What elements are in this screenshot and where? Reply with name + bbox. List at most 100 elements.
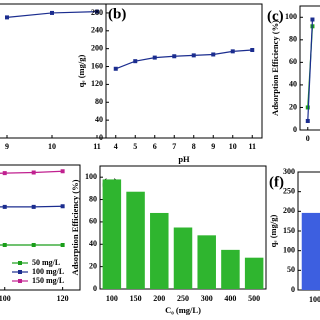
bar xyxy=(244,257,264,289)
y-tick-label: 200 xyxy=(283,206,295,215)
legend-marker xyxy=(18,270,22,274)
y-tick-label: 0 xyxy=(291,285,295,294)
x-tick-label: 4 xyxy=(114,142,118,151)
point xyxy=(113,66,118,71)
legend-label: 150 mg/L xyxy=(32,276,64,285)
bar xyxy=(197,235,216,289)
point xyxy=(191,53,196,58)
x-axis-label: C₀ (mg/L) xyxy=(165,305,201,315)
point xyxy=(50,10,54,15)
x-tick-label: 11 xyxy=(248,142,256,151)
x-tick-label: 100 xyxy=(0,294,11,303)
x-tick-label: 8 xyxy=(192,142,196,151)
x-tick-label: 200 xyxy=(153,294,165,303)
point xyxy=(5,15,9,20)
x-tick-label: 9 xyxy=(5,142,9,151)
y-tick-label: 50 xyxy=(287,265,295,274)
axes-frame xyxy=(0,3,107,139)
point xyxy=(305,118,310,123)
y-axis-label: Adsorption Efficiency (%) xyxy=(70,179,80,275)
series-line xyxy=(0,170,63,174)
y-tick-label: 80 xyxy=(89,194,97,203)
y-tick-label: 100 xyxy=(283,245,295,254)
y-tick-label: 60 xyxy=(89,217,97,226)
x-tick-label: 5 xyxy=(133,142,137,151)
bar xyxy=(173,227,193,289)
x-tick-label: 0 xyxy=(306,134,310,143)
x-axis-label: pH xyxy=(178,154,190,164)
y-tick-label: 300 xyxy=(283,167,295,176)
x-tick-label: 100 xyxy=(106,294,118,303)
y-tick-label: 150 xyxy=(283,226,295,235)
x-tick-label: 300 xyxy=(201,294,213,303)
y-tick-label: 80 xyxy=(95,97,103,106)
axes-frame xyxy=(105,3,263,139)
y-tick-label: 60 xyxy=(289,57,297,66)
x-tick-label: 9 xyxy=(211,142,215,151)
legend-label: 50 mg/L xyxy=(32,258,60,267)
x-tick-label: 7 xyxy=(172,142,176,151)
x-tick-label: 150 xyxy=(130,294,142,303)
y-tick-label: 100 xyxy=(285,12,297,21)
series-line xyxy=(115,49,253,70)
bar xyxy=(221,249,240,289)
point xyxy=(230,49,235,54)
y-tick-label: 240 xyxy=(91,26,103,35)
x-tick-label: 250 xyxy=(177,294,189,303)
y-tick-label: 40 xyxy=(95,115,103,124)
y-axis-label: qₑ (mg/g) xyxy=(268,215,278,248)
y-tick-label: 250 xyxy=(283,186,295,195)
y-tick-label: 20 xyxy=(89,261,97,270)
point xyxy=(95,9,99,14)
point xyxy=(2,243,7,247)
y-tick-label: 280 xyxy=(91,8,103,17)
point xyxy=(133,59,138,64)
y-axis-label: Adsorption Efficiency (%) xyxy=(270,20,280,116)
x-tick-label: 10 xyxy=(229,142,237,151)
panel-label: (f) xyxy=(269,174,284,190)
y-tick-label: 40 xyxy=(289,80,297,89)
point xyxy=(310,17,315,22)
x-tick-label: 400 xyxy=(224,294,236,303)
y-axis-label: qₑ (mg/g) xyxy=(76,55,86,88)
y-tick-label: 0 xyxy=(293,125,297,134)
x-tick-label: 100 xyxy=(309,295,320,304)
axes-frame xyxy=(299,5,320,131)
x-tick-label: 11 xyxy=(93,142,101,151)
legend-marker xyxy=(18,279,22,283)
point xyxy=(60,204,65,209)
legend-marker xyxy=(18,261,22,265)
axes-frame xyxy=(0,164,81,291)
y-tick-label: 20 xyxy=(289,102,297,111)
x-tick-label: 500 xyxy=(248,294,260,303)
panel-label: (b) xyxy=(108,6,126,22)
y-tick-label: 40 xyxy=(89,239,97,248)
bar xyxy=(150,212,169,289)
point xyxy=(152,55,157,60)
point xyxy=(60,243,65,247)
panel-label: (c) xyxy=(267,8,284,24)
y-tick-label: 0 xyxy=(93,284,97,293)
x-tick-label: 6 xyxy=(153,142,157,151)
point xyxy=(31,243,36,247)
legend-label: 100 mg/L xyxy=(32,267,64,276)
point xyxy=(250,48,255,53)
point xyxy=(31,170,36,175)
point xyxy=(305,105,310,110)
point xyxy=(211,52,216,57)
x-tick-label: 120 xyxy=(57,294,69,303)
bar xyxy=(102,179,122,289)
series-line xyxy=(0,205,63,208)
y-tick-label: 120 xyxy=(91,79,103,88)
y-tick-label: 100 xyxy=(85,172,97,181)
point xyxy=(31,204,36,209)
x-tick-label: 10 xyxy=(48,142,56,151)
bar xyxy=(126,191,145,289)
bar xyxy=(301,212,320,290)
point xyxy=(60,169,65,174)
point xyxy=(2,204,7,209)
y-tick-label: 0 xyxy=(99,133,103,142)
y-tick-label: 200 xyxy=(91,43,103,52)
